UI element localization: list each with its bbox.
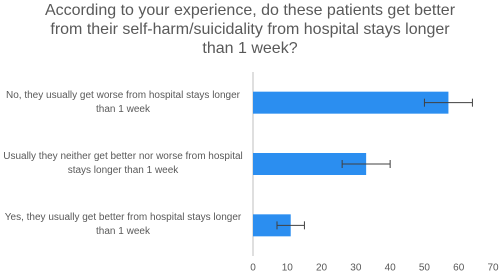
x-tick-label: 0 <box>250 263 256 274</box>
x-tick-label: 70 <box>487 263 499 274</box>
bar <box>253 214 291 237</box>
error-bar <box>423 98 473 107</box>
y-tick-label: Yes, they usually get better from hospit… <box>4 212 242 238</box>
chart-title: According to your experience, do these p… <box>44 2 456 57</box>
x-tick-label: 10 <box>282 263 294 274</box>
bar <box>253 91 449 114</box>
x-tick-label: 60 <box>453 263 465 274</box>
x-tick-label: 40 <box>385 263 397 274</box>
y-tick-label: No, they usually get worse from hospital… <box>6 89 240 115</box>
error-bar <box>341 160 391 168</box>
x-tick-label: 30 <box>350 263 362 274</box>
x-tick-label: 20 <box>316 263 328 274</box>
error-bar <box>276 221 305 230</box>
bar <box>253 153 367 175</box>
x-tick-label: 50 <box>419 263 431 274</box>
y-tick-label: Usually they neither get better nor wors… <box>3 151 243 176</box>
